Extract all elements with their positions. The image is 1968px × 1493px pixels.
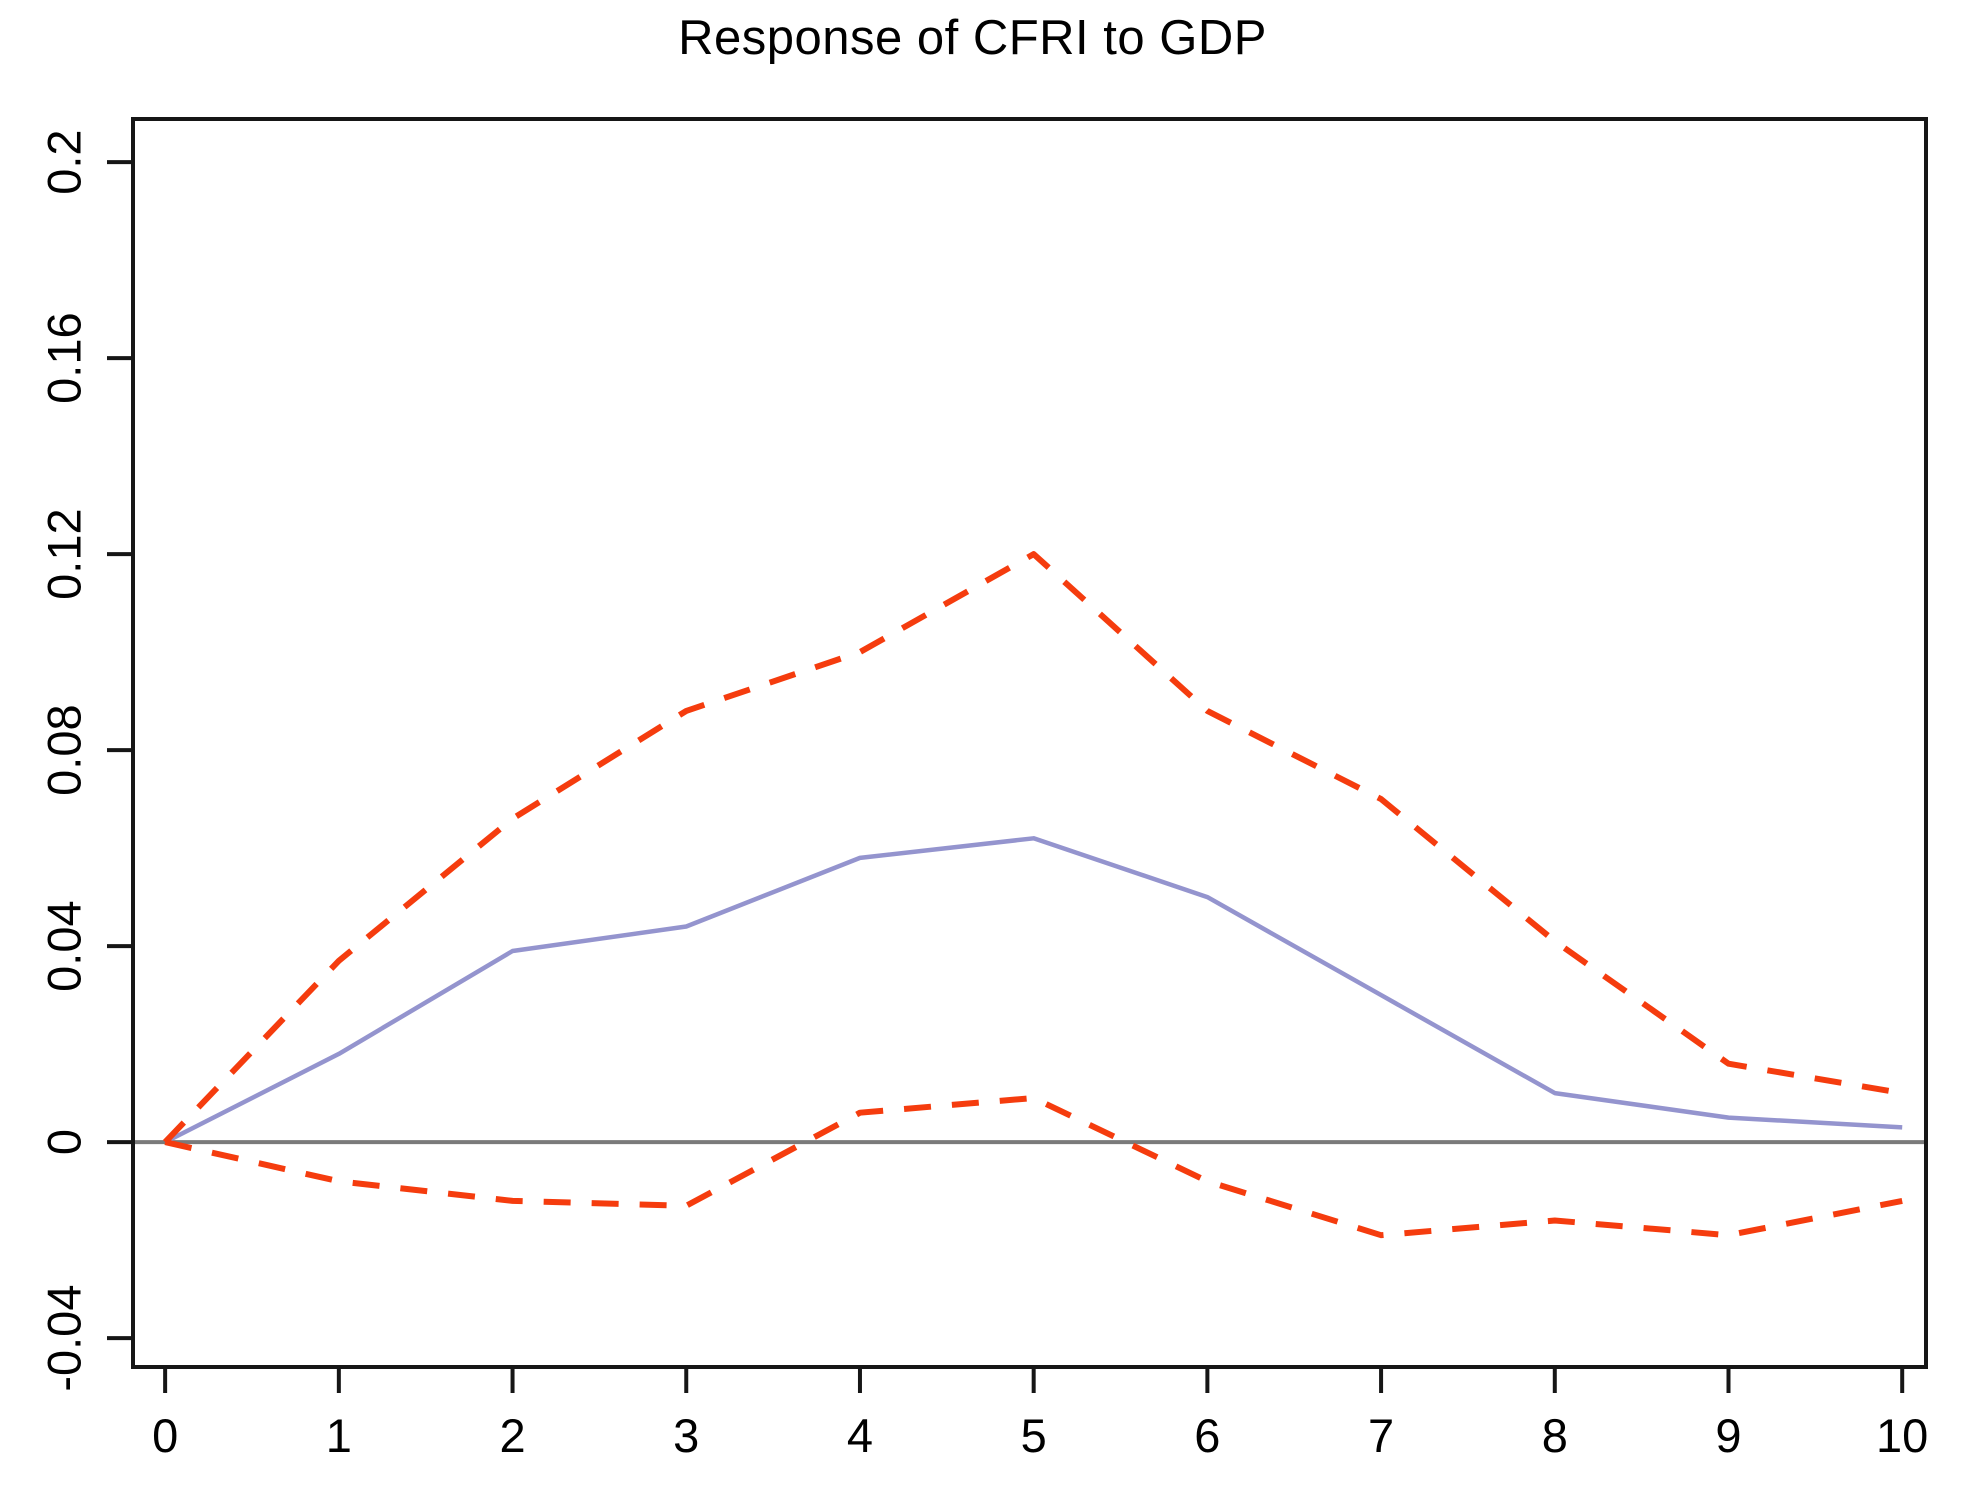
x-tick-label: 0: [152, 1409, 178, 1462]
plot-frame: [131, 117, 1928, 1369]
y-tick-label: 0.2: [37, 129, 90, 194]
y-tick-label: 0.08: [37, 704, 90, 795]
x-tick-label: 4: [847, 1409, 873, 1462]
y-tick-label: 0: [37, 1129, 90, 1155]
impulse-response-line: [164, 836, 1903, 1145]
x-tick-label: 6: [1194, 1409, 1220, 1462]
upper-confidence-band-line: [162, 551, 1903, 1145]
x-tick-label: 1: [326, 1409, 352, 1462]
lower-confidence-band-line: [164, 1094, 1903, 1239]
x-tick-label: 3: [673, 1409, 699, 1462]
x-tick-label: 7: [1368, 1409, 1394, 1462]
x-tick-label: 2: [499, 1409, 525, 1462]
y-tick-label: 0.04: [37, 900, 90, 991]
x-tick-label: 5: [1021, 1409, 1047, 1462]
chart-title: Response of CFRI to GDP: [678, 11, 1267, 65]
y-tick-label: 0.12: [37, 508, 90, 599]
x-tick-label: 10: [1876, 1409, 1928, 1462]
x-tick-label: 8: [1542, 1409, 1568, 1462]
y-tick-label: -0.04: [37, 1285, 90, 1392]
x-tick-label: 9: [1715, 1409, 1741, 1462]
y-tick-label: 0.16: [37, 312, 90, 403]
